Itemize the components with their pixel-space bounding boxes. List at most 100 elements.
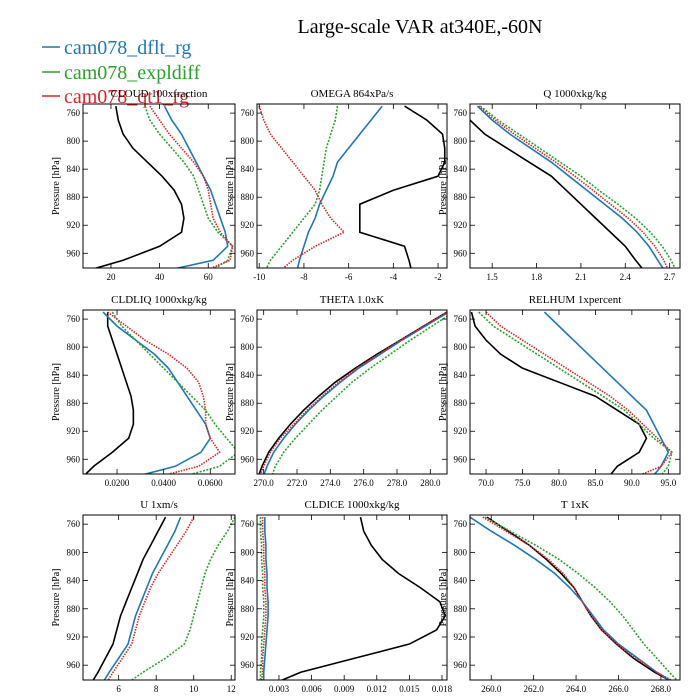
x-tick-label: 0.006	[301, 684, 322, 694]
profile-line	[149, 105, 234, 268]
x-tick-label: 0.012	[367, 684, 387, 694]
x-tick-label: 0.009	[334, 684, 355, 694]
x-tick-label: 80.0	[551, 478, 567, 488]
x-tick-label: 12	[227, 684, 236, 694]
profile-line	[470, 516, 671, 680]
x-tick-label: 1.5	[487, 272, 499, 282]
panel-title: CLOUD 100xfraction	[111, 88, 208, 100]
x-tick-label: 260.0	[481, 684, 502, 694]
x-tick-label: 0.0200	[105, 478, 130, 488]
panel: 1.5 1.8 2.1 2.4 2.7 760 800 840 880 920 960 Q 1000x…	[438, 88, 681, 282]
profile-line	[476, 105, 664, 268]
profile-line	[479, 105, 676, 268]
profile-line	[262, 517, 269, 680]
y-tick-label: 840	[241, 164, 255, 174]
y-tick-label: 800	[67, 342, 81, 352]
x-tick-label: 262.0	[524, 684, 545, 694]
panel-title: CLDICE 1000xkg/kg	[304, 499, 400, 511]
panel: 6 8 10 12 760 800 840 880 920 960 U 1xm/s Pressure …	[51, 499, 236, 694]
x-tick-label: 272.0	[287, 478, 308, 488]
panel: 260.0 262.0 264.0 266.0 268.0 760 800 840 880 920…	[438, 499, 681, 694]
y-axis-label: Pressure [hPa]	[438, 157, 449, 215]
y-axis-label: Pressure [hPa]	[51, 157, 62, 215]
y-tick-label: 920	[454, 426, 468, 436]
profile-line	[130, 516, 235, 680]
x-tick-label: 0.0400	[151, 478, 176, 488]
y-tick-label: 840	[67, 576, 81, 586]
panel-title: T 1xK	[561, 499, 589, 511]
y-axis-label: Pressure [hPa]	[51, 568, 62, 626]
y-tick-label: 960	[67, 454, 81, 464]
y-tick-label: 800	[241, 136, 255, 146]
x-tick-label: 0.018	[432, 684, 453, 694]
x-tick-label: 85.0	[588, 478, 604, 488]
profile-line	[259, 517, 265, 680]
profile-line	[111, 311, 235, 474]
profile-line	[144, 105, 234, 268]
y-tick-label: 880	[454, 604, 468, 614]
profile-line	[258, 311, 447, 474]
profile-line	[102, 311, 212, 474]
profile-line	[259, 311, 447, 474]
y-tick-label: 960	[241, 454, 255, 464]
y-tick-label: 840	[454, 370, 468, 380]
y-tick-label: 920	[454, 632, 468, 642]
y-tick-label: 800	[67, 547, 81, 557]
x-tick-label: 60	[204, 272, 214, 282]
y-tick-label: 960	[454, 248, 468, 258]
y-tick-label: 880	[67, 192, 81, 202]
panel: 0.003 0.006 0.009 0.012 0.015 0.018 760 800 840 8…	[225, 499, 453, 694]
x-tick-label: 90.0	[624, 478, 640, 488]
y-tick-label: 800	[454, 342, 468, 352]
legend: cam078_dflt_rg cam078_expldiff cam078_qt…	[42, 37, 201, 108]
profile-line	[92, 516, 167, 680]
profile-line	[484, 516, 678, 680]
y-tick-label: 800	[241, 547, 255, 557]
profile-line	[482, 516, 673, 680]
profile-line	[280, 516, 447, 680]
y-tick-label: 760	[241, 108, 255, 118]
profile-line	[263, 312, 447, 474]
profile-line	[543, 311, 670, 474]
y-tick-label: 960	[454, 660, 468, 670]
y-axis-label: Pressure [hPa]	[225, 363, 236, 421]
x-tick-label: 268.0	[651, 684, 672, 694]
legend-label: cam078_qt1_rg	[64, 86, 189, 108]
y-axis-label: Pressure [hPa]	[51, 363, 62, 421]
y-tick-label: 880	[454, 192, 468, 202]
panel-title: CLDLIQ 1000xkg/kg	[111, 294, 207, 306]
x-tick-label: 266.0	[608, 684, 629, 694]
profile-line	[478, 311, 673, 474]
panel-frame	[82, 309, 236, 475]
panel: -10 -8 -6 -4 -2 760 800 840 880 920 960 OMEGA 864xP…	[225, 88, 448, 282]
x-tick-label: 270.0	[254, 478, 275, 488]
y-tick-label: 960	[67, 660, 81, 670]
figure-title: Large-scale VAR at340E,-60N	[298, 16, 543, 38]
y-tick-label: 840	[454, 576, 468, 586]
y-tick-label: 840	[241, 576, 255, 586]
y-tick-label: 840	[454, 164, 468, 174]
y-tick-label: 920	[241, 426, 255, 436]
y-tick-label: 760	[67, 108, 81, 118]
y-tick-label: 880	[241, 192, 255, 202]
panel: 0.0200 0.0400 0.0600 760 800 840 880 920 960 CLDL…	[51, 294, 236, 488]
profile-line	[163, 105, 229, 268]
profile-line	[84, 312, 135, 474]
x-tick-label: -8	[300, 272, 308, 282]
x-tick-label: 20	[106, 272, 116, 282]
y-tick-label: 920	[67, 426, 81, 436]
y-tick-label: 880	[67, 398, 81, 408]
profile-line	[485, 311, 674, 474]
x-tick-label: -6	[345, 272, 353, 282]
profile-line	[93, 105, 185, 268]
panel-frame	[469, 514, 681, 681]
panel-frame	[469, 103, 681, 269]
x-tick-label: 70.0	[478, 478, 494, 488]
y-tick-label: 760	[67, 519, 81, 529]
x-tick-label: 276.0	[354, 478, 375, 488]
y-axis-label: Pressure [hPa]	[438, 568, 449, 626]
x-tick-label: -2	[434, 272, 442, 282]
x-tick-label: 274.0	[320, 478, 341, 488]
y-axis-label: Pressure [hPa]	[438, 363, 449, 421]
